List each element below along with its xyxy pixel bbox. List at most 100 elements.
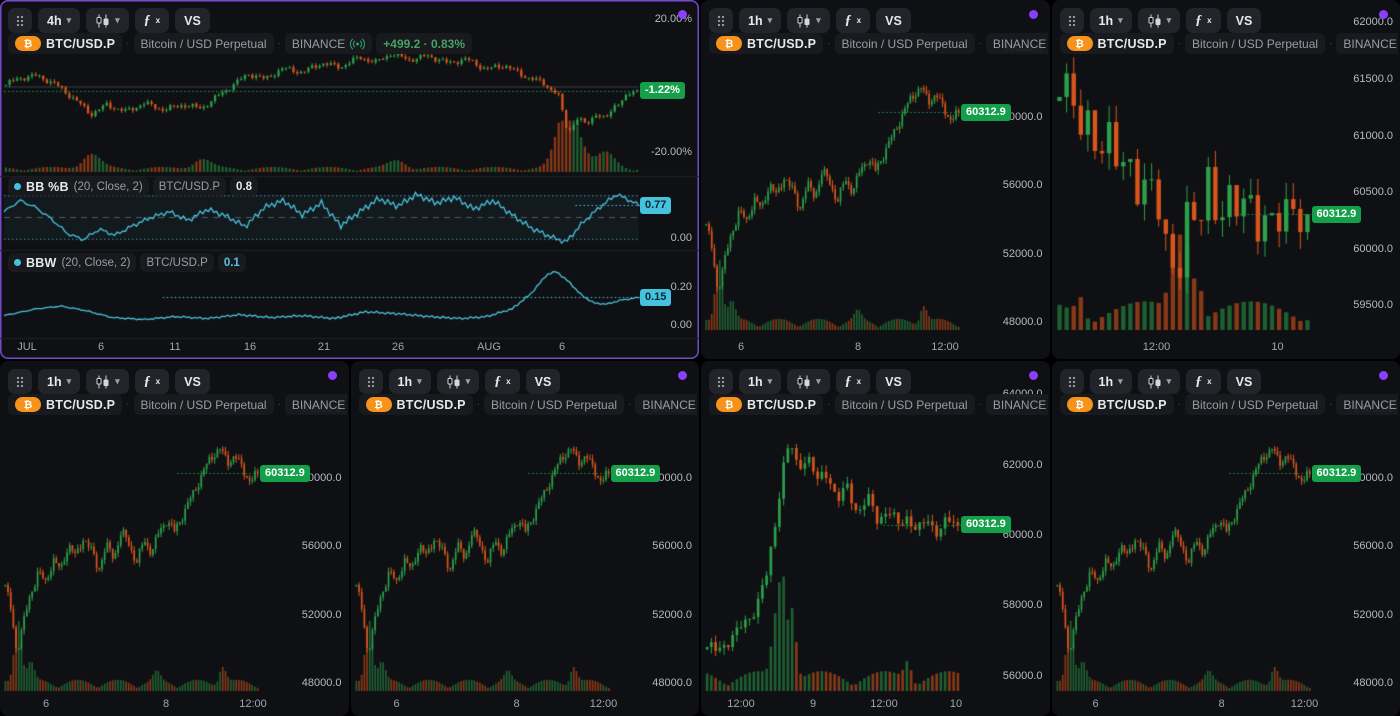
timeframe-button[interactable]: 1h ▾	[739, 8, 782, 33]
symbol-description[interactable]: Bitcoin / USD Perpetual	[484, 394, 625, 415]
time-axis[interactable]: 12:00 10	[1052, 341, 1400, 357]
timeframe-button[interactable]: 1h ▾	[388, 369, 431, 394]
symbol-description[interactable]: Bitcoin / USD Perpetual	[133, 33, 274, 54]
btc-logo-icon: ₿	[1066, 36, 1093, 51]
timeframe-button[interactable]: 1h ▾	[1089, 369, 1132, 394]
panel-group-dot[interactable]	[1028, 371, 1038, 380]
price-axis[interactable]: 20.00% -20.00% -1.22% 0.00 0.77 0.20 0.00 0.15	[0, 0, 699, 359]
chart-type-button[interactable]: ▾	[86, 8, 129, 33]
indicator-title[interactable]: BBW (20, Close, 2)	[8, 253, 137, 272]
panel-group-dot[interactable]	[1028, 10, 1038, 19]
drag-handle[interactable]	[1059, 369, 1084, 394]
exchange-pill[interactable]: BINANCE	[1336, 394, 1398, 415]
chart-canvas[interactable]	[0, 361, 349, 716]
indicator-symbol[interactable]: BTC/USD.P	[140, 253, 214, 272]
symbol-description[interactable]: Bitcoin / USD Perpetual	[133, 394, 274, 415]
chart-canvas[interactable]	[701, 0, 1050, 359]
time-axis[interactable]: 6 8 12:00	[1052, 698, 1400, 714]
indicator-legend-bbw[interactable]: BBW (20, Close, 2) BTC/USD.P 0.1	[8, 253, 246, 272]
time-axis[interactable]: 12:00 9 12:00 10	[701, 698, 1050, 714]
price-axis[interactable]: 64000.060000.056000.052000.048000.060312…	[0, 361, 349, 716]
exchange-pill[interactable]: BINANCE	[284, 394, 347, 415]
timeframe-button[interactable]: 1h ▾	[38, 369, 81, 394]
exchange-pill[interactable]: BINANCE	[635, 394, 697, 415]
symbol-pill[interactable]: ₿ BTC/USD.P	[8, 394, 123, 415]
panel-group-dot[interactable]	[678, 10, 687, 19]
drag-handle[interactable]	[8, 369, 32, 394]
compare-button[interactable]: VS	[876, 369, 911, 394]
chart-type-button[interactable]: ▾	[86, 369, 129, 394]
compare-button[interactable]: VS	[175, 369, 210, 394]
panel-group-dot[interactable]	[1379, 10, 1388, 19]
symbol-pill[interactable]: ₿ BTC/USD.P	[8, 33, 123, 54]
symbol-description[interactable]: Bitcoin / USD Perpetual	[834, 33, 975, 54]
panel-group-dot[interactable]	[678, 371, 687, 380]
compare-button[interactable]: VS	[1226, 8, 1262, 33]
chart-type-button[interactable]: ▾	[787, 369, 830, 394]
price-tick: 61000.0	[1353, 130, 1393, 142]
compare-button[interactable]: VS	[876, 8, 911, 33]
exchange-pill[interactable]: BINANCE	[1336, 33, 1398, 54]
chart-type-button[interactable]: ▾	[1137, 369, 1181, 394]
timeframe-button[interactable]: 1h ▾	[1089, 8, 1132, 33]
exchange-pill[interactable]: BINANCE	[284, 33, 373, 54]
indicator-title[interactable]: BB %B (20, Close, 2)	[8, 177, 149, 196]
chart-panel-btc-1h-top-middle[interactable]: 64000.060000.056000.052000.048000.060312…	[701, 0, 1050, 359]
drag-handle[interactable]	[1059, 8, 1084, 33]
compare-button[interactable]: VS	[525, 369, 561, 394]
symbol-description[interactable]: Bitcoin / USD Perpetual	[1185, 33, 1326, 54]
chart-canvas[interactable]	[701, 361, 1050, 716]
grip-dots-icon	[16, 15, 24, 26]
chart-panel-btc-1h-bottom-3[interactable]: 64000.062000.060000.058000.056000.060312…	[701, 361, 1050, 716]
price-axis[interactable]: 62000.0 61500.0 61000.0 60500.0 60000.0 59500…	[1052, 0, 1400, 359]
drag-handle[interactable]	[709, 8, 733, 33]
timeframe-button[interactable]: 1h ▾	[739, 369, 782, 394]
price-tick: 52000.0	[1353, 609, 1393, 621]
time-axis[interactable]: 6 8 12:00	[701, 341, 1050, 357]
indicator-legend-bb-b[interactable]: BB %B (20, Close, 2) BTC/USD.P 0.8	[8, 177, 259, 196]
symbol-pill[interactable]: ₿ BTC/USD.P	[1059, 394, 1174, 415]
chart-type-button[interactable]: ▾	[1137, 8, 1181, 33]
price-tick: 52000.0	[301, 609, 342, 621]
chart-panel-btc-4h[interactable]: 20.00% -20.00% -1.22% 0.00 0.77 0.20 0.00 0.15 …	[0, 0, 699, 359]
chart-panel-btc-1h-top-right[interactable]: 62000.0 61500.0 61000.0 60500.0 60000.0 59500…	[1051, 0, 1400, 359]
time-axis[interactable]: 6 8 12:00	[0, 698, 349, 714]
chart-type-button[interactable]: ▾	[436, 369, 480, 394]
panel-group-dot[interactable]	[327, 371, 337, 380]
chart-panel-btc-1h-bottom-1[interactable]: 64000.060000.056000.052000.048000.060312…	[0, 361, 349, 716]
symbol-pill[interactable]: ₿ BTC/USD.P	[358, 394, 473, 415]
chart-canvas[interactable]	[350, 361, 699, 716]
panel-group-dot[interactable]	[1379, 371, 1388, 380]
price-axis[interactable]: 64000.060000.056000.052000.048000.060312…	[701, 0, 1050, 359]
time-axis[interactable]: JUL 6 11 16 21 26 AUG 6	[0, 341, 699, 357]
chart-panel-btc-1h-bottom-2[interactable]: 64000.060000.056000.052000.048000.060312…	[350, 361, 700, 716]
chart-panel-btc-1h-bottom-4[interactable]: 64000.060000.056000.052000.048000.060312…	[1051, 361, 1400, 716]
symbol-pill[interactable]: ₿ BTC/USD.P	[709, 33, 824, 54]
symbol-pill[interactable]: ₿ BTC/USD.P	[1059, 33, 1174, 54]
symbol-description[interactable]: Bitcoin / USD Perpetual	[1185, 394, 1326, 415]
indicator-symbol[interactable]: BTC/USD.P	[152, 177, 227, 196]
drag-handle[interactable]	[8, 8, 32, 33]
symbol-description[interactable]: Bitcoin / USD Perpetual	[834, 394, 975, 415]
timeframe-button[interactable]: 4h ▾	[38, 8, 81, 33]
chart-canvas[interactable]	[1051, 361, 1400, 716]
compare-button[interactable]: VS	[1226, 369, 1262, 394]
symbol-legend: ₿ BTC/USD.P · Bitcoin / USD Perpetual · …	[358, 394, 697, 415]
chart-type-button[interactable]: ▾	[787, 8, 830, 33]
symbol-pill[interactable]: ₿ BTC/USD.P	[709, 394, 824, 415]
compare-button[interactable]: VS	[175, 8, 210, 33]
drag-handle[interactable]	[709, 369, 733, 394]
time-axis[interactable]: 6 8 12:00	[351, 698, 700, 714]
time-tick: 10	[1271, 341, 1284, 353]
exchange-pill[interactable]: BINANCE	[985, 33, 1048, 54]
drag-handle[interactable]	[358, 369, 383, 394]
exchange-pill[interactable]: BINANCE	[985, 394, 1048, 415]
chart-canvas[interactable]	[1051, 0, 1400, 359]
